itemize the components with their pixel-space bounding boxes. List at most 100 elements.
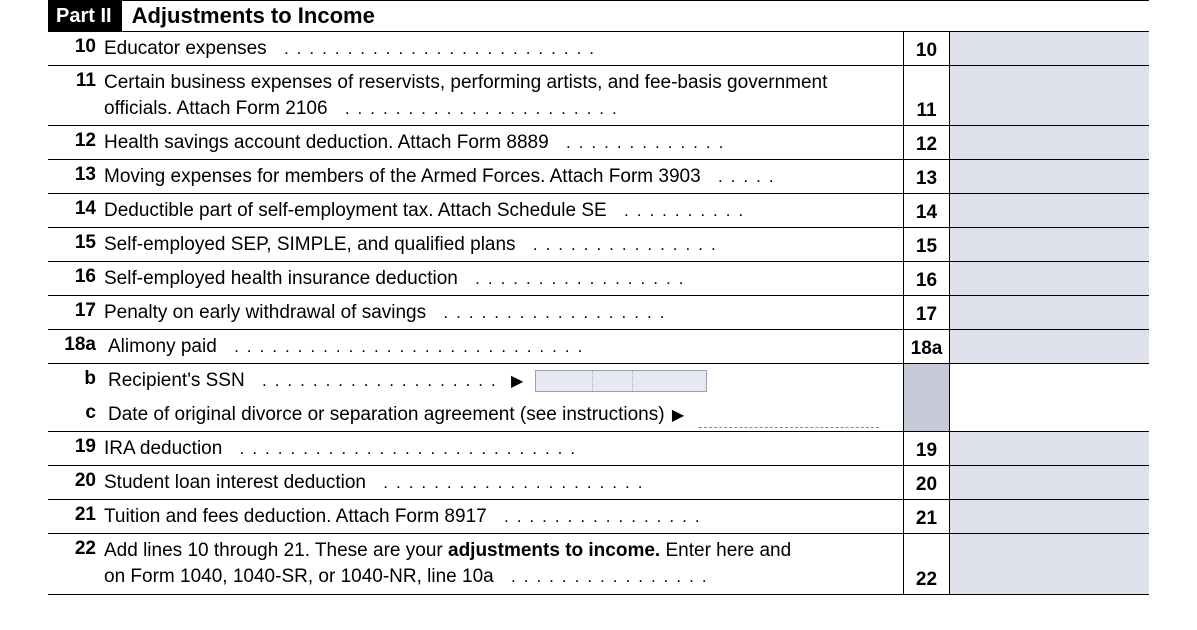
- line-description: Recipient's SSN ................... ▶: [104, 364, 903, 398]
- line-text: Alimony paid: [108, 336, 217, 357]
- line-number: 22: [48, 534, 104, 593]
- line-number: 11: [48, 66, 104, 125]
- dot-leader: ...............: [521, 235, 724, 254]
- line-description: Health savings account deduction. Attach…: [104, 126, 903, 159]
- amount-field-blank: [949, 364, 1149, 398]
- line-number: 19: [48, 432, 104, 465]
- line-text-bold: adjustments to income.: [448, 540, 660, 561]
- line-15: 15 Self-employed SEP, SIMPLE, and qualif…: [48, 228, 1149, 262]
- form-rows: 10 Educator expenses ...................…: [48, 32, 1149, 595]
- line-text-b: officials. Attach Form 2106: [104, 98, 328, 119]
- dot-leader: .................: [463, 269, 691, 288]
- line-number: 12: [48, 126, 104, 159]
- line-17: 17 Penalty on early withdrawal of saving…: [48, 296, 1149, 330]
- line-number: 21: [48, 500, 104, 533]
- amount-field[interactable]: [949, 228, 1149, 261]
- line-text: Penalty on early withdrawal of savings: [104, 302, 426, 323]
- line-description: Add lines 10 through 21. These are your …: [104, 534, 903, 593]
- dot-leader: .....: [706, 167, 782, 186]
- amount-line-number: 22: [903, 534, 949, 593]
- ssn-input[interactable]: [535, 370, 707, 392]
- line-description: IRA deduction ..........................…: [104, 432, 903, 465]
- line-text: Moving expenses for members of the Armed…: [104, 166, 701, 187]
- line-20: 20 Student loan interest deduction .....…: [48, 466, 1149, 500]
- line-14: 14 Deductible part of self-employment ta…: [48, 194, 1149, 228]
- line-18b: b Recipient's SSN ................... ▶: [48, 364, 1149, 398]
- line-12: 12 Health savings account deduction. Att…: [48, 126, 1149, 160]
- line-16: 16 Self-employed health insurance deduct…: [48, 262, 1149, 296]
- amount-field[interactable]: [949, 262, 1149, 295]
- amount-field[interactable]: [949, 296, 1149, 329]
- line-number: 16: [48, 262, 104, 295]
- amount-field[interactable]: [949, 66, 1149, 125]
- dot-leader: ...........................: [228, 439, 584, 458]
- line-description: Alimony paid ...........................…: [104, 330, 903, 363]
- part-label: Part II: [48, 1, 122, 31]
- dot-leader: .............: [554, 133, 731, 152]
- amount-field[interactable]: [949, 32, 1149, 65]
- line-text: Self-employed health insurance deduction: [104, 268, 458, 289]
- part-title: Adjustments to Income: [122, 1, 375, 31]
- line-11: 11 Certain business expenses of reservis…: [48, 66, 1149, 126]
- arrow-icon: ▶: [670, 407, 688, 424]
- amount-line-number: 21: [903, 500, 949, 533]
- line-10: 10 Educator expenses ...................…: [48, 32, 1149, 66]
- dot-leader: .....................: [371, 473, 650, 492]
- arrow-icon: ▶: [509, 373, 527, 390]
- line-text: Educator expenses: [104, 38, 267, 59]
- line-13: 13 Moving expenses for members of the Ar…: [48, 160, 1149, 194]
- form-schedule-1-part2: Part II Adjustments to Income 10 Educato…: [0, 0, 1197, 595]
- amount-field[interactable]: [949, 126, 1149, 159]
- amount-field[interactable]: [949, 500, 1149, 533]
- line-text: Student loan interest deduction: [104, 472, 366, 493]
- line-description: Date of original divorce or separation a…: [104, 398, 903, 431]
- line-description: Moving expenses for members of the Armed…: [104, 160, 903, 193]
- line-number: 13: [48, 160, 104, 193]
- line-text: Health savings account deduction. Attach…: [104, 132, 549, 153]
- line-description: Certain business expenses of reservists,…: [104, 66, 903, 125]
- amount-field[interactable]: [949, 534, 1149, 593]
- amount-line-number: 12: [903, 126, 949, 159]
- amount-line-number: 15: [903, 228, 949, 261]
- date-input[interactable]: [699, 410, 879, 428]
- dot-leader: ................: [499, 567, 715, 586]
- amount-line-number: 13: [903, 160, 949, 193]
- line-21: 21 Tuition and fees deduction. Attach Fo…: [48, 500, 1149, 534]
- amount-field[interactable]: [949, 466, 1149, 499]
- line-text: Recipient's SSN: [108, 370, 245, 391]
- line-number: 15: [48, 228, 104, 261]
- amount-field[interactable]: [949, 330, 1149, 363]
- dot-leader: .........................: [272, 39, 602, 58]
- line-text-b: Enter here and: [660, 540, 791, 561]
- line-text-c: on Form 1040, 1040-SR, or 1040-NR, line …: [104, 566, 494, 587]
- amount-line-number-shaded: [903, 398, 949, 431]
- line-18c: c Date of original divorce or separation…: [48, 398, 1149, 432]
- amount-field[interactable]: [949, 432, 1149, 465]
- amount-line-number: 17: [903, 296, 949, 329]
- amount-line-number: 11: [903, 66, 949, 125]
- line-description: Tuition and fees deduction. Attach Form …: [104, 500, 903, 533]
- line-text: Self-employed SEP, SIMPLE, and qualified…: [104, 234, 516, 255]
- line-text: Date of original divorce or separation a…: [108, 404, 665, 425]
- amount-line-number: 20: [903, 466, 949, 499]
- part-header: Part II Adjustments to Income: [48, 0, 1149, 32]
- line-number: 10: [48, 32, 104, 65]
- line-number: 17: [48, 296, 104, 329]
- line-number: 14: [48, 194, 104, 227]
- dot-leader: ...................: [250, 371, 504, 390]
- amount-field[interactable]: [949, 194, 1149, 227]
- line-19: 19 IRA deduction .......................…: [48, 432, 1149, 466]
- amount-line-number: 14: [903, 194, 949, 227]
- amount-field-blank: [949, 398, 1149, 431]
- line-description: Deductible part of self-employment tax. …: [104, 194, 903, 227]
- amount-line-number: 10: [903, 32, 949, 65]
- dot-leader: ......................: [333, 99, 625, 118]
- sub-letter: c: [48, 398, 104, 431]
- dot-leader: ..................: [431, 303, 672, 322]
- line-description: Student loan interest deduction ........…: [104, 466, 903, 499]
- line-text: Deductible part of self-employment tax. …: [104, 200, 607, 221]
- dot-leader: ............................: [222, 337, 590, 356]
- amount-field[interactable]: [949, 160, 1149, 193]
- line-number: 20: [48, 466, 104, 499]
- dot-leader: ..........: [612, 201, 751, 220]
